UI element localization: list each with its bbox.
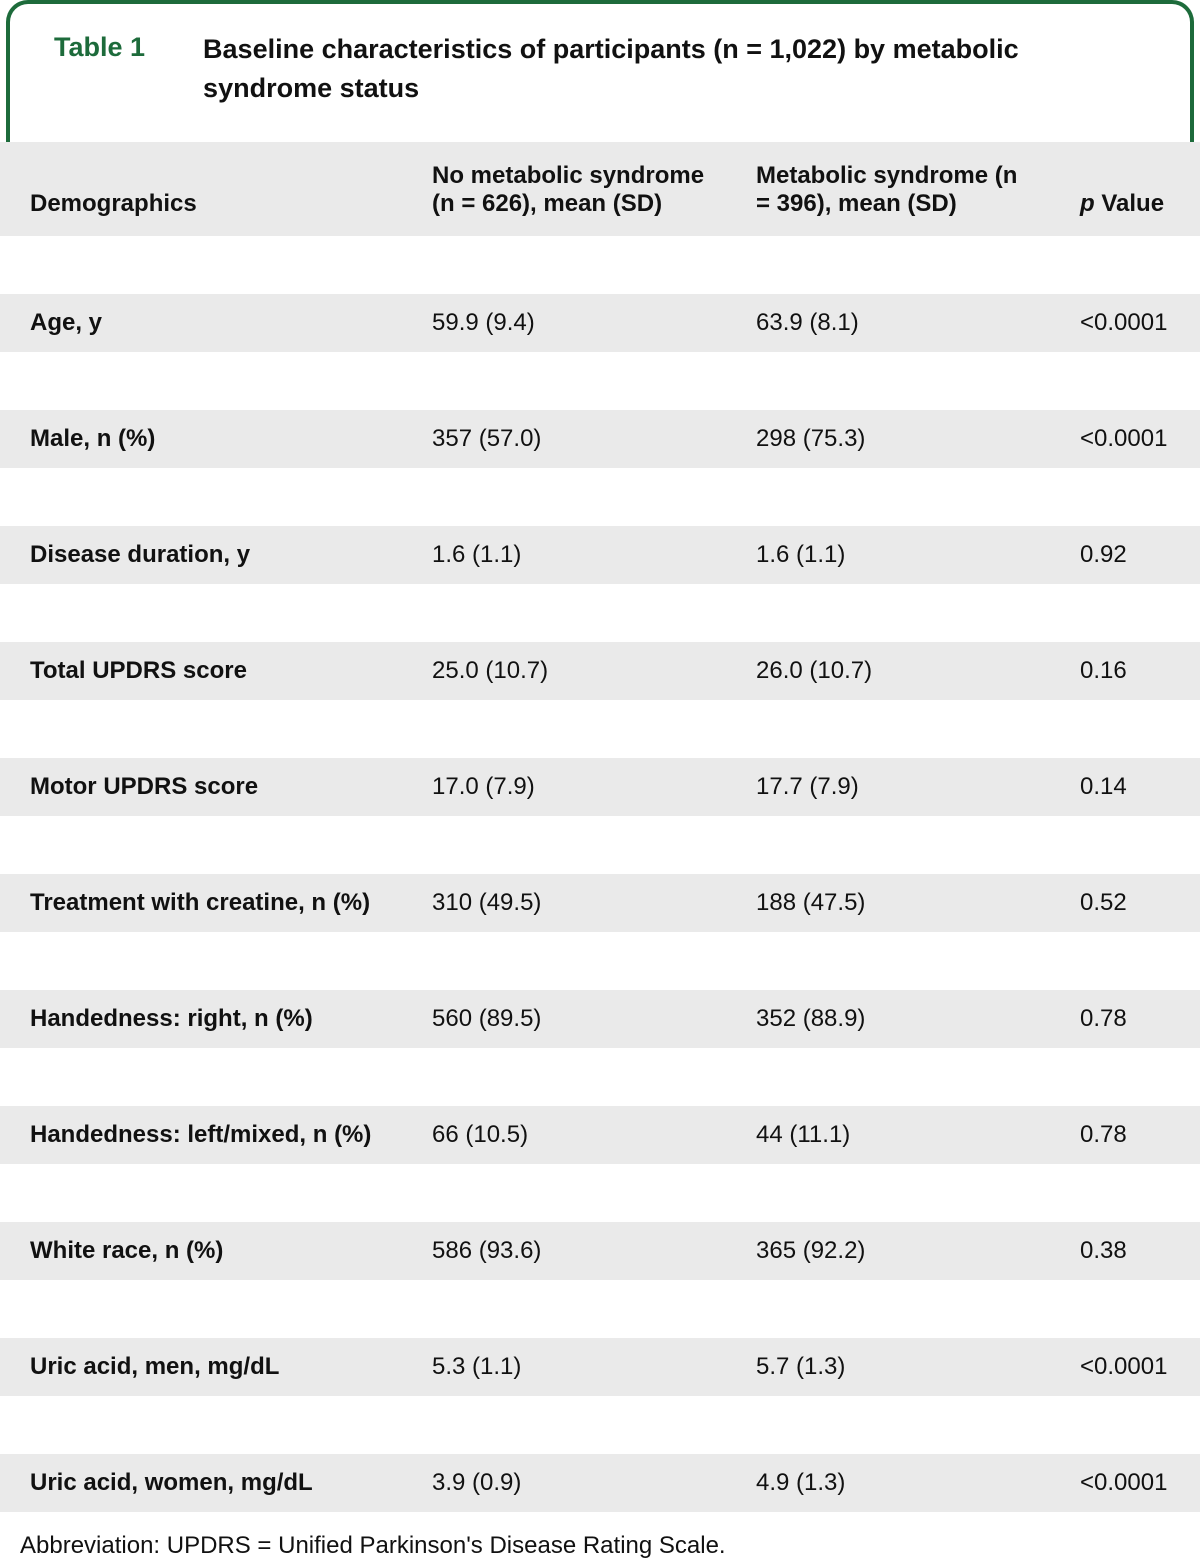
row-value-ms: 4.9 (1.3) <box>726 1454 1050 1512</box>
row-value-no-ms: 5.3 (1.1) <box>402 1338 726 1396</box>
col-header-no-ms: No metabolic syndrome (n = 626), mean (S… <box>402 142 726 236</box>
table-row: Handedness: left/mixed, n (%)66 (10.5)44… <box>0 1106 1200 1164</box>
table-row: Motor UPDRS score17.0 (7.9)17.7 (7.9)0.1… <box>0 758 1200 816</box>
row-value-no-ms: 3.9 (0.9) <box>402 1454 726 1512</box>
row-pvalue: 0.52 <box>1050 874 1200 932</box>
table-row: Total UPDRS score25.0 (10.7)26.0 (10.7)0… <box>0 642 1200 700</box>
row-value-ms: 44 (11.1) <box>726 1106 1050 1164</box>
row-pvalue: 0.78 <box>1050 990 1200 1048</box>
row-gap <box>0 932 1200 990</box>
row-value-no-ms: 1.6 (1.1) <box>402 526 726 584</box>
row-gap <box>0 1164 1200 1222</box>
table-row: Uric acid, men, mg/dL5.3 (1.1)5.7 (1.3)<… <box>0 1338 1200 1396</box>
row-pvalue: 0.92 <box>1050 526 1200 584</box>
row-label: Male, n (%) <box>0 410 402 468</box>
row-gap <box>0 352 1200 410</box>
row-value-no-ms: 310 (49.5) <box>402 874 726 932</box>
row-pvalue: 0.78 <box>1050 1106 1200 1164</box>
row-value-ms: 17.7 (7.9) <box>726 758 1050 816</box>
row-gap <box>0 236 1200 294</box>
p-italic: p <box>1080 190 1095 217</box>
table-number: Table 1 <box>54 30 145 63</box>
row-gap <box>0 1048 1200 1106</box>
row-value-no-ms: 586 (93.6) <box>402 1222 726 1280</box>
row-pvalue: <0.0001 <box>1050 1454 1200 1512</box>
table-footnote: Abbreviation: UPDRS = Unified Parkinson'… <box>0 1512 1200 1560</box>
table-container: Table 1 Baseline characteristics of part… <box>0 0 1200 1560</box>
row-value-ms: 298 (75.3) <box>726 410 1050 468</box>
table-row: White race, n (%)586 (93.6)365 (92.2)0.3… <box>0 1222 1200 1280</box>
table-row: Uric acid, women, mg/dL3.9 (0.9)4.9 (1.3… <box>0 1454 1200 1512</box>
row-gap <box>0 1396 1200 1454</box>
row-value-ms: 352 (88.9) <box>726 990 1050 1048</box>
row-label: Uric acid, women, mg/dL <box>0 1454 402 1512</box>
row-value-no-ms: 560 (89.5) <box>402 990 726 1048</box>
row-pvalue: 0.38 <box>1050 1222 1200 1280</box>
row-value-ms: 1.6 (1.1) <box>726 526 1050 584</box>
row-pvalue: 0.16 <box>1050 642 1200 700</box>
row-label: Age, y <box>0 294 402 352</box>
col-header-pvalue: p Value <box>1050 142 1200 236</box>
row-value-no-ms: 25.0 (10.7) <box>402 642 726 700</box>
row-label: White race, n (%) <box>0 1222 402 1280</box>
row-value-no-ms: 357 (57.0) <box>402 410 726 468</box>
row-pvalue: 0.14 <box>1050 758 1200 816</box>
row-label: Motor UPDRS score <box>0 758 402 816</box>
row-value-ms: 188 (47.5) <box>726 874 1050 932</box>
row-pvalue: <0.0001 <box>1050 294 1200 352</box>
row-gap <box>0 584 1200 642</box>
row-label: Total UPDRS score <box>0 642 402 700</box>
table-header-row: Demographics No metabolic syndrome (n = … <box>0 142 1200 236</box>
table-row: Disease duration, y1.6 (1.1)1.6 (1.1)0.9… <box>0 526 1200 584</box>
row-value-ms: 26.0 (10.7) <box>726 642 1050 700</box>
table-row: Handedness: right, n (%)560 (89.5)352 (8… <box>0 990 1200 1048</box>
row-label: Treatment with creatine, n (%) <box>0 874 402 932</box>
row-gap <box>0 1280 1200 1338</box>
row-pvalue: <0.0001 <box>1050 410 1200 468</box>
data-table: Demographics No metabolic syndrome (n = … <box>0 142 1200 1512</box>
table-caption: Baseline characteristics of participants… <box>203 30 1154 108</box>
row-label: Disease duration, y <box>0 526 402 584</box>
row-value-ms: 365 (92.2) <box>726 1222 1050 1280</box>
table-row: Age, y59.9 (9.4)63.9 (8.1)<0.0001 <box>0 294 1200 352</box>
p-value-word: Value <box>1095 190 1164 217</box>
table-row: Treatment with creatine, n (%)310 (49.5)… <box>0 874 1200 932</box>
table-title-row: Table 1 Baseline characteristics of part… <box>54 30 1154 108</box>
row-gap <box>0 700 1200 758</box>
row-value-ms: 5.7 (1.3) <box>726 1338 1050 1396</box>
row-value-no-ms: 66 (10.5) <box>402 1106 726 1164</box>
row-value-no-ms: 59.9 (9.4) <box>402 294 726 352</box>
row-pvalue: <0.0001 <box>1050 1338 1200 1396</box>
row-label: Handedness: right, n (%) <box>0 990 402 1048</box>
row-label: Handedness: left/mixed, n (%) <box>0 1106 402 1164</box>
row-gap <box>0 468 1200 526</box>
row-gap <box>0 816 1200 874</box>
row-value-ms: 63.9 (8.1) <box>726 294 1050 352</box>
col-header-demographics: Demographics <box>0 142 402 236</box>
row-value-no-ms: 17.0 (7.9) <box>402 758 726 816</box>
row-label: Uric acid, men, mg/dL <box>0 1338 402 1396</box>
table-title-card: Table 1 Baseline characteristics of part… <box>6 0 1194 142</box>
col-header-ms: Metabolic syndrome (n = 396), mean (SD) <box>726 142 1050 236</box>
table-row: Male, n (%)357 (57.0)298 (75.3)<0.0001 <box>0 410 1200 468</box>
